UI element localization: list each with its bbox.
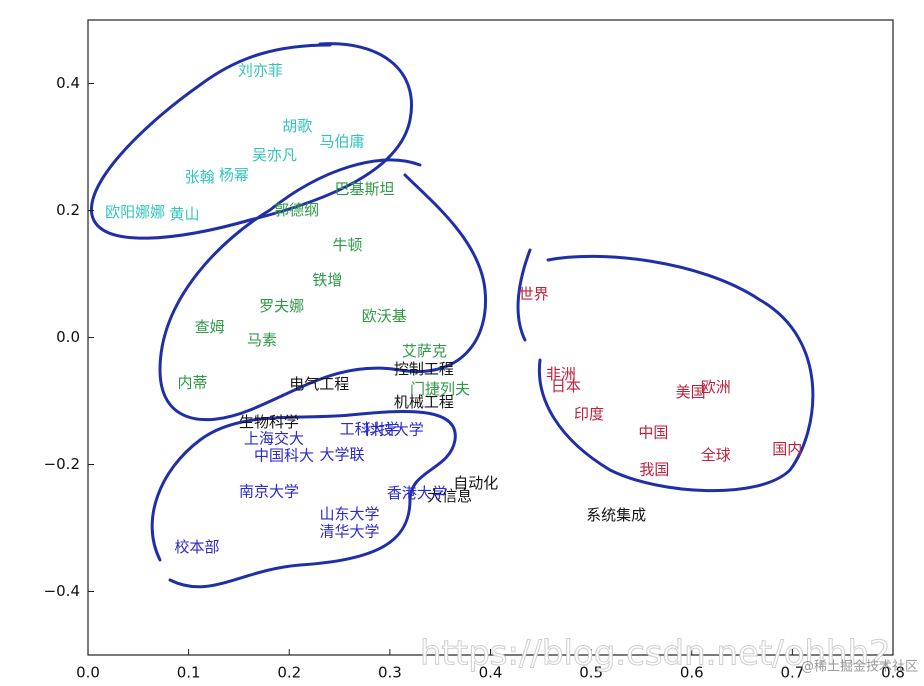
word-point: 大信息 [427,487,472,505]
word-point: 世界 [519,285,549,303]
word-point: 罗夫娜 [259,297,304,315]
word-point: 内蒂 [178,374,208,392]
word-point: 马伯庸 [319,132,364,150]
word-point: 胡歌 [282,117,312,135]
y-tick-label: −0.2 [44,455,80,473]
word-point: 我国 [639,461,669,479]
word-point: 中国 [638,423,668,441]
word-point: 机械工程 [394,393,454,411]
y-tick-label: 0.4 [56,74,80,92]
y-tick-label: 0.2 [56,201,80,219]
x-tick-label: 0.8 [881,664,905,682]
hand-drawn-circles [90,42,815,589]
word-point: 生物科学 [239,413,299,431]
circle-universities [150,410,457,589]
word-point: 清华大学 [319,522,379,540]
word-point: 欧阳娜娜 [105,203,165,221]
word-point: 郭德纲 [274,201,319,219]
x-tick-label: 0.1 [177,664,201,682]
word-point: 欧洲 [701,378,731,396]
word-point: 黄山 [170,205,200,223]
word-point: 查姆 [195,318,225,336]
x-tick-label: 0.3 [378,664,402,682]
plot-frame [87,19,894,656]
word-point: 中国科大 [254,447,314,465]
word-point: 日本 [551,377,581,395]
word-point: 牛顿 [333,236,363,254]
word-point: 刘亦菲 [238,61,283,79]
word-point: 控制工程 [394,360,454,378]
word-point: 全球 [701,446,731,464]
watermark: https://blog.csdn.net/ohhh2 [420,634,891,674]
circle-scientists [158,158,488,422]
word-point: 吴亦凡 [252,146,297,164]
word-point: 上海交大 [244,430,304,448]
word-point: 科技大学 [364,421,424,439]
word-point: 系统集成 [586,506,646,524]
word-point: 铁增 [312,271,342,289]
word-point: 艾萨克 [402,342,447,360]
x-tick-label: 0.4 [479,664,503,682]
word-point: 张翰 [185,168,215,186]
word-point: 非洲 [546,365,576,383]
word-point: 杨幂 [219,166,249,184]
word-point: 校本部 [175,538,220,556]
word-point: 美国 [676,383,706,401]
word-point: 巴基斯坦 [335,180,395,198]
word-point: 大学联 [319,445,364,463]
word-point: 国内 [772,440,802,458]
x-tick-label: 0.0 [76,664,100,682]
word-point: 欧沃基 [362,307,407,325]
y-tick-label: −0.4 [44,582,80,600]
credit: @稀土掘金技术社区 [801,659,918,675]
word-point: 门捷列夫 [410,380,470,398]
word-point: 山东大学 [319,505,379,523]
x-tick-label: 0.6 [680,664,704,682]
x-tick-label: 0.2 [277,664,301,682]
word-point: 南京大学 [239,482,299,500]
word-point: 电气工程 [289,375,349,393]
y-tick-label: 0.0 [56,328,80,346]
circle-people [90,42,413,240]
x-tick-label: 0.7 [780,664,804,682]
word-point: 印度 [574,405,604,423]
x-tick-label: 0.5 [579,664,603,682]
word-point: 自动化 [453,474,498,492]
word-point: 香港大学 [387,484,447,502]
circle-countries [516,248,815,493]
word-point: 工科大学 [340,420,400,438]
word-point: 马素 [247,331,277,349]
